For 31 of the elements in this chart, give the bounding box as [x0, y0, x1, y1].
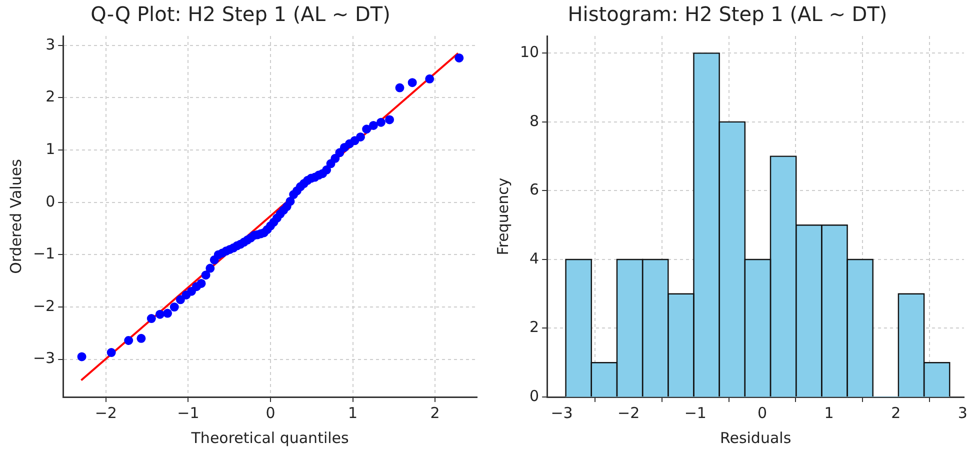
x-tick-label: −3 [550, 404, 573, 422]
y-tick-label: 0 [530, 386, 540, 405]
x-tick-label: −2 [94, 404, 117, 422]
y-tick-label: 6 [530, 180, 540, 199]
x-tick-label: 0 [757, 404, 767, 422]
y-tick-label: 10 [520, 43, 540, 62]
chart-title: Histogram: H2 Step 1 (AL ~ DT) [568, 2, 888, 26]
y-tick-label: 2 [530, 318, 540, 336]
x-tick-label: 1 [824, 404, 834, 422]
x-tick-label: −1 [684, 404, 706, 422]
y-tick-label: −1 [32, 244, 56, 263]
x-tick-label: −2 [618, 404, 640, 422]
y-tick-label: 0 [46, 192, 56, 210]
y-tick-label: 4 [530, 249, 540, 268]
y-tick-label: −3 [32, 349, 56, 368]
x-axis-title: Theoretical quantiles [190, 428, 350, 447]
y-tick-label: 1 [46, 140, 56, 158]
x-tick-label: 3 [958, 404, 968, 422]
x-tick-label: 2 [430, 404, 440, 422]
x-tick-label: 2 [891, 404, 901, 422]
x-tick-label: 1 [348, 404, 358, 422]
y-tick-label: 2 [46, 88, 56, 106]
x-tick-label: −1 [177, 404, 200, 422]
y-axis-title: Ordered Values [6, 158, 25, 274]
x-tick-label: 0 [266, 404, 276, 422]
x-axis-title: Residuals [720, 428, 792, 447]
y-tick-label: 3 [46, 35, 56, 54]
y-tick-label: −2 [32, 296, 56, 315]
y-axis-title: Frequency [494, 178, 512, 256]
chart-title: Q-Q Plot: H2 Step 1 (AL ~ DT) [90, 2, 390, 26]
y-tick-label: 8 [530, 112, 540, 130]
